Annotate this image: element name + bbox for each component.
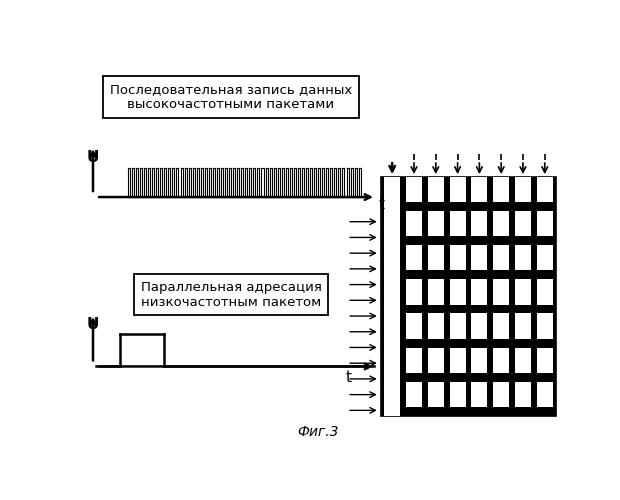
Bar: [493, 202, 509, 211]
Text: U: U: [87, 318, 99, 332]
Bar: [515, 202, 531, 211]
Bar: [428, 202, 444, 211]
Text: Параллельная адресация
низкочастотным пакетом: Параллельная адресация низкочастотным па…: [141, 281, 321, 309]
Bar: [515, 270, 531, 280]
Bar: [515, 177, 531, 416]
Bar: [537, 202, 553, 211]
Bar: [471, 177, 487, 416]
Bar: [450, 373, 466, 382]
Bar: [471, 270, 487, 280]
Bar: [450, 177, 466, 416]
Text: U: U: [87, 150, 99, 164]
Bar: [406, 304, 422, 314]
Bar: [537, 177, 553, 416]
Bar: [406, 177, 422, 416]
Bar: [450, 338, 466, 347]
Bar: [493, 407, 509, 416]
Bar: [428, 177, 444, 416]
Bar: [493, 177, 509, 416]
Bar: [381, 177, 556, 416]
Bar: [471, 236, 487, 245]
Bar: [428, 407, 444, 416]
Bar: [406, 407, 422, 416]
Bar: [450, 304, 466, 314]
Text: t: t: [346, 370, 352, 384]
Bar: [406, 373, 422, 382]
Bar: [428, 338, 444, 347]
Bar: [537, 270, 553, 280]
Bar: [471, 202, 487, 211]
Bar: [537, 338, 553, 347]
Text: Фиг.3: Фиг.3: [297, 425, 339, 439]
Bar: [493, 338, 509, 347]
Bar: [493, 373, 509, 382]
Text: Последовательная запись данных
высокочастотными пакетами: Последовательная запись данных высокочас…: [110, 83, 352, 111]
Bar: [471, 304, 487, 314]
Bar: [450, 202, 466, 211]
Bar: [384, 177, 401, 416]
Bar: [450, 407, 466, 416]
Bar: [493, 304, 509, 314]
Bar: [406, 338, 422, 347]
Bar: [537, 373, 553, 382]
Bar: [515, 304, 531, 314]
Bar: [471, 338, 487, 347]
Bar: [428, 304, 444, 314]
Bar: [406, 270, 422, 280]
Bar: [406, 236, 422, 245]
Bar: [428, 236, 444, 245]
Bar: [515, 236, 531, 245]
Bar: [450, 270, 466, 280]
Bar: [471, 373, 487, 382]
Bar: [428, 373, 444, 382]
Bar: [450, 236, 466, 245]
Bar: [493, 270, 509, 280]
Text: t: t: [378, 198, 384, 212]
Bar: [537, 304, 553, 314]
Bar: [471, 407, 487, 416]
Bar: [515, 373, 531, 382]
Bar: [537, 407, 553, 416]
Bar: [406, 202, 422, 211]
Bar: [428, 270, 444, 280]
Bar: [515, 407, 531, 416]
Bar: [493, 236, 509, 245]
Bar: [537, 236, 553, 245]
Bar: [515, 338, 531, 347]
